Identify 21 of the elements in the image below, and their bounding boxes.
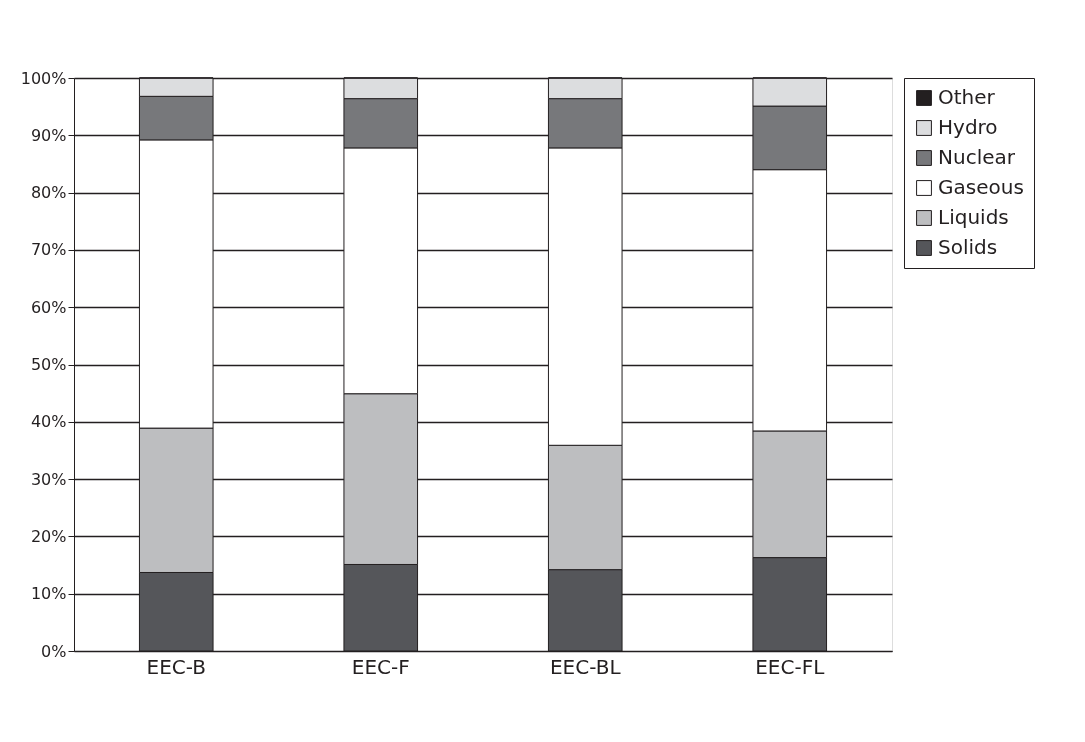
legend-label: Liquids	[938, 205, 1009, 229]
y-tick-label: 50%	[30, 355, 67, 374]
y-tick-label: 30%	[30, 469, 67, 489]
y-tick-label: 90%	[30, 125, 67, 145]
legend-label: Hydro	[938, 115, 998, 139]
x-tick-label: EEC-F	[351, 654, 410, 679]
y-tick-label: 100%	[20, 68, 67, 88]
y-tick-label: 60%	[30, 297, 67, 317]
x-tick-label: EEC-B	[146, 654, 206, 679]
legend-label: Solids	[938, 235, 998, 259]
y-tick-label: 40%	[30, 412, 67, 432]
x-tick-label: EEC-BL	[549, 654, 622, 679]
legend-label: Gaseous	[938, 175, 1024, 199]
y-tick-label: 0%	[41, 641, 67, 661]
y-tick-label: 80%	[30, 183, 67, 203]
x-tick-label: EEC-FL	[755, 654, 826, 679]
y-tick-label: 20%	[30, 526, 67, 546]
y-tick-label: 10%	[30, 584, 67, 604]
legend-label: Nuclear	[938, 145, 1016, 169]
y-tick-label: 70%	[30, 240, 67, 260]
legend-label: Other	[938, 85, 996, 109]
